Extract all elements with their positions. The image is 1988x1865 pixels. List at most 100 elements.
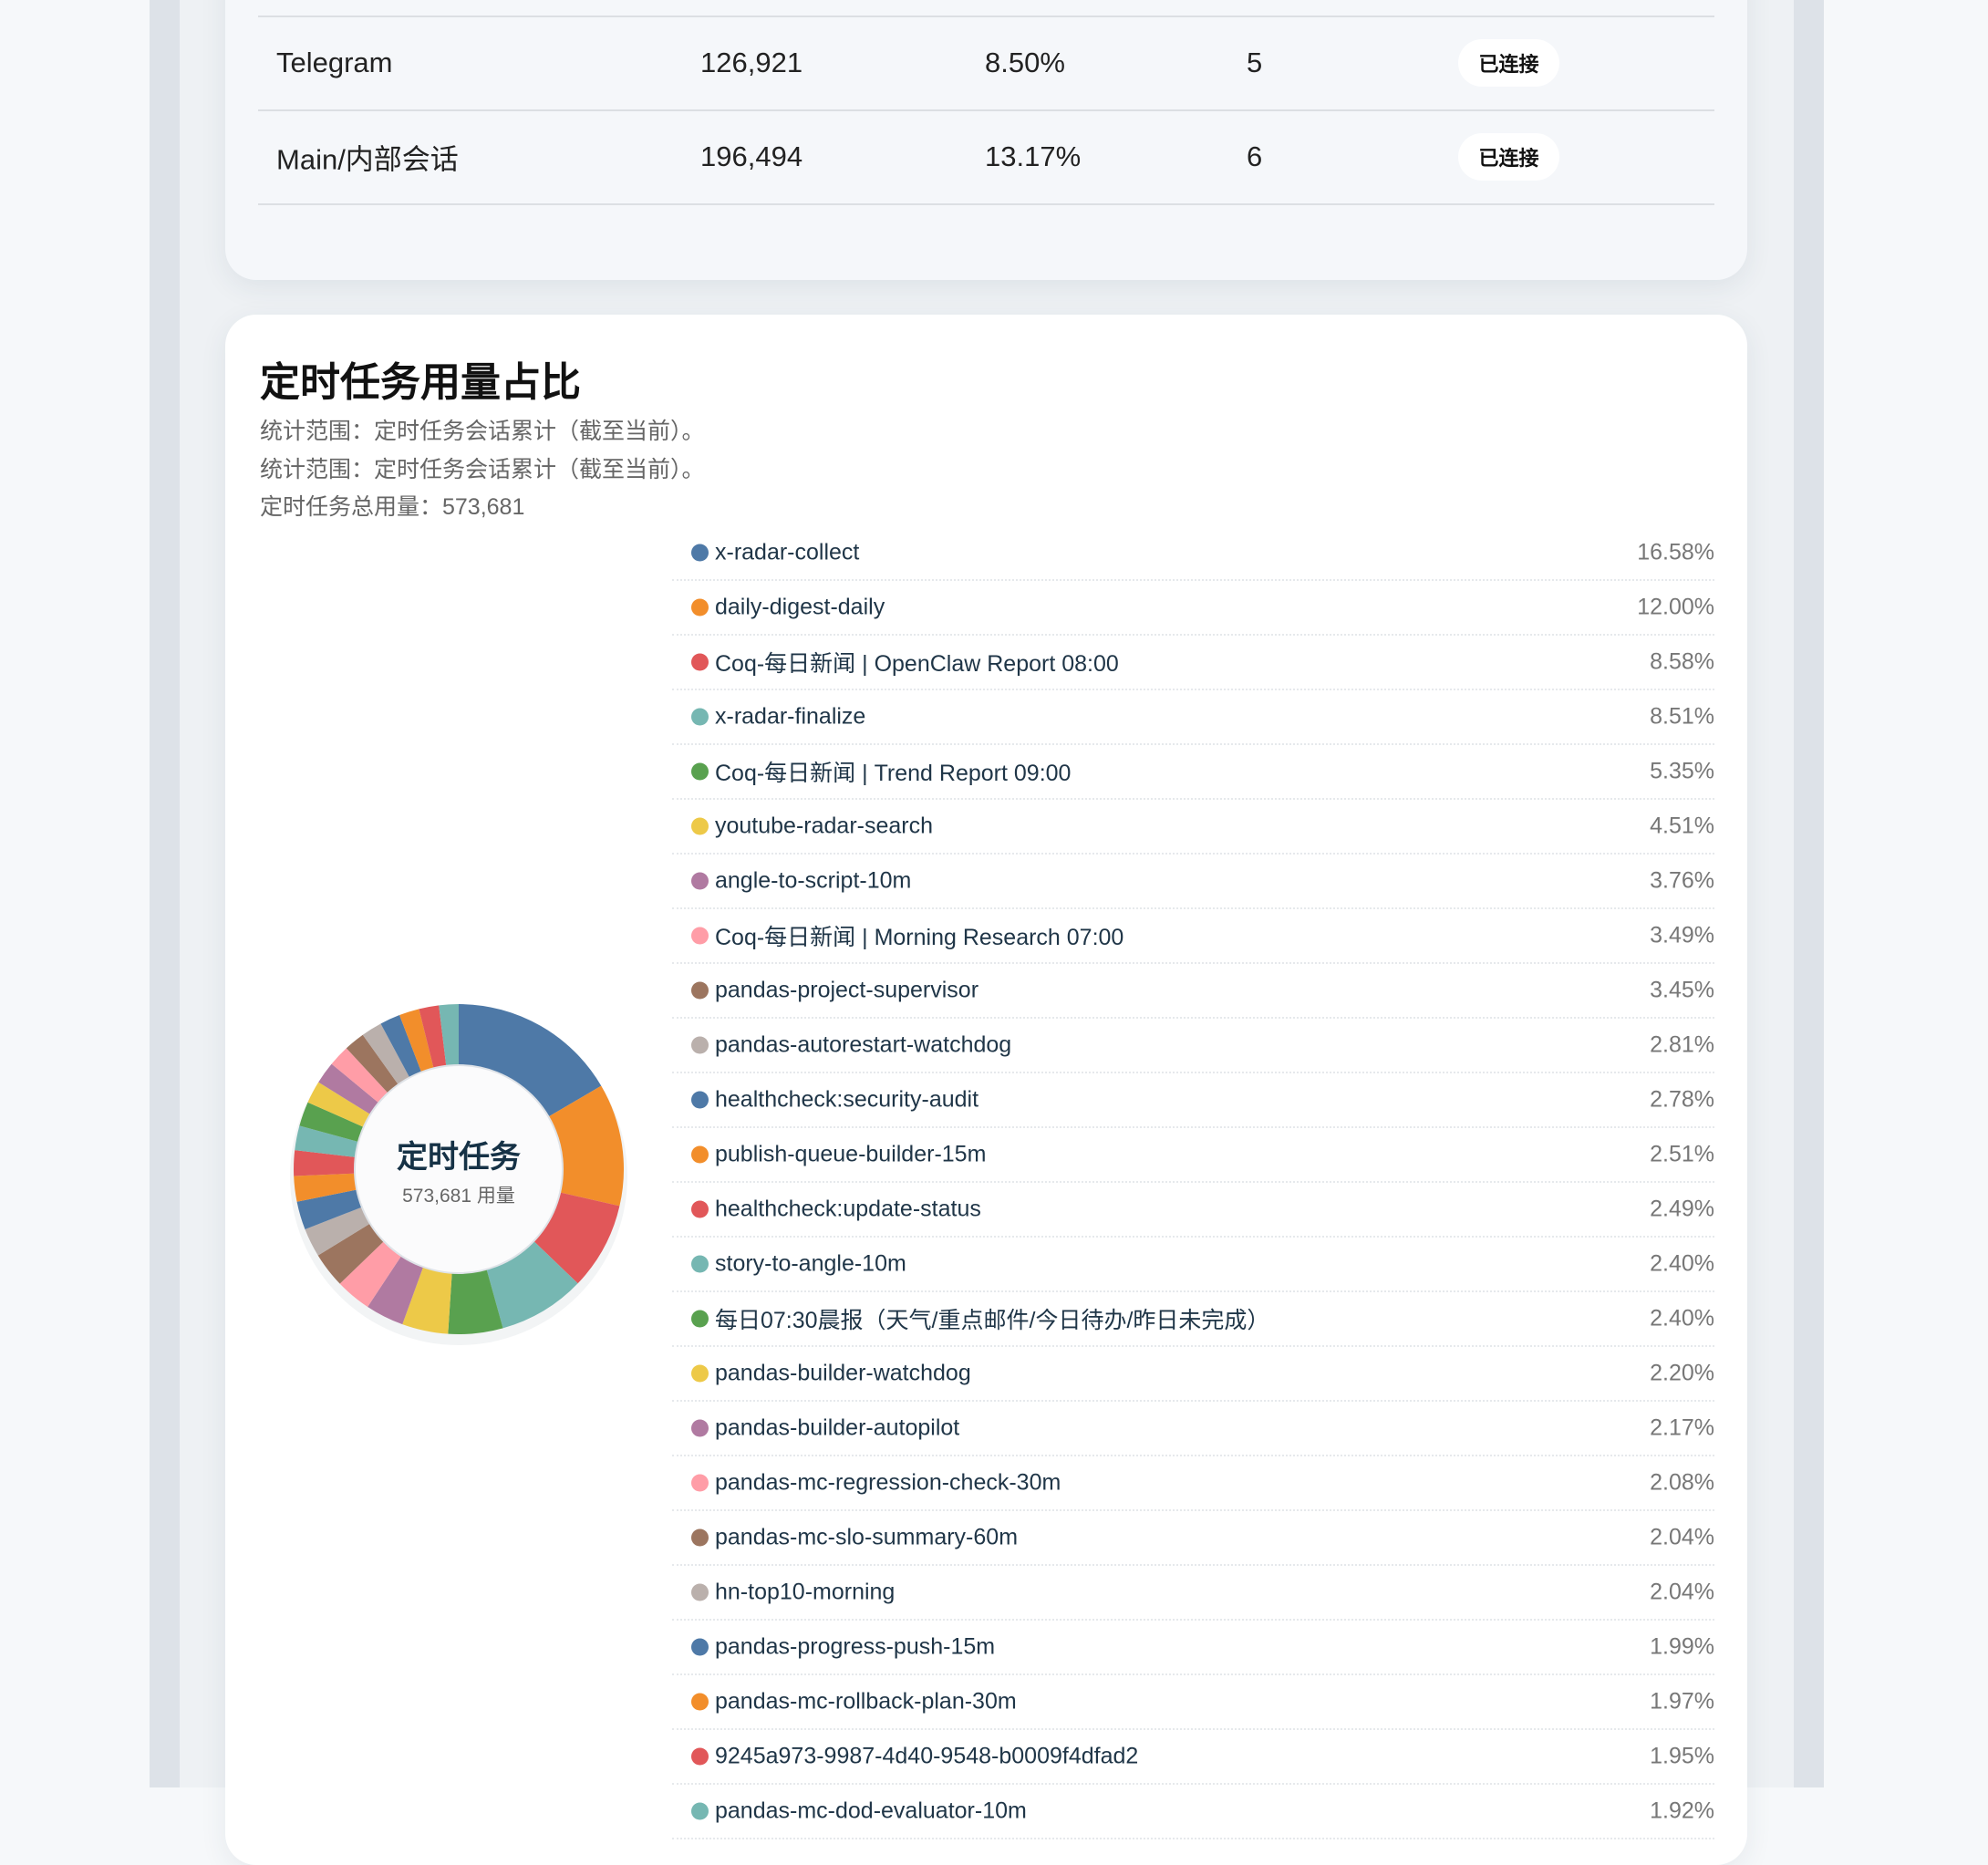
legend-item: pandas-mc-dod-evaluator-10m 1.92%	[672, 1785, 1714, 1839]
legend-item: pandas-mc-slo-summary-60m 2.04%	[672, 1511, 1714, 1566]
legend-percent: 2.40%	[1650, 1305, 1714, 1331]
donut-slice	[419, 1005, 447, 1069]
scope-text: 统计范围：定时任务会话累计（截至当前）。	[260, 457, 705, 482]
donut-slice	[331, 1048, 388, 1103]
legend-percent: 3.76%	[1650, 867, 1714, 894]
table-row: Telegram 126,921 8.50% 5 已连接	[258, 16, 1714, 111]
legend-percent: 3.45%	[1650, 977, 1714, 1003]
legend-color-dot	[691, 927, 709, 945]
legend-percent: 1.95%	[1650, 1743, 1714, 1769]
legend-label: pandas-mc-regression-check-30m	[715, 1469, 1061, 1496]
session-count: 6	[1247, 140, 1263, 172]
legend-item: 9245a973-9987-4d40-9548-b0009f4dfad2 1.95…	[672, 1730, 1714, 1785]
donut-slice	[294, 1173, 357, 1202]
legend-color-dot	[691, 1583, 709, 1601]
legend-color-dot	[691, 1528, 709, 1547]
donut-chart: 定时任务 573,681 用量	[290, 1004, 627, 1345]
legend-color-dot	[691, 1802, 709, 1820]
channels-card: Discord458,43830.72%10已连接 Telegram 126,921…	[225, 0, 1747, 280]
session-count: 5	[1247, 47, 1263, 78]
donut-slice	[339, 1241, 402, 1307]
legend-color-dot	[691, 981, 709, 1000]
legend-percent: 16.58%	[1637, 539, 1714, 565]
legend-label: publish-queue-builder-15m	[715, 1141, 987, 1167]
legend-item: 每日07:30晨报（天气/重点邮件/今日待办/昨日未完成） 2.40%	[672, 1292, 1714, 1347]
legend-item: x-radar-collect 16.58%	[672, 526, 1714, 581]
share-percent: 13.17%	[985, 140, 1082, 172]
donut-slice	[296, 1189, 362, 1230]
donut-slice	[548, 1085, 624, 1207]
status-badge: 已连接	[1458, 133, 1559, 181]
donut-slice	[533, 1192, 620, 1284]
legend-color-dot	[691, 1310, 709, 1328]
legend-label: pandas-builder-autopilot	[715, 1414, 960, 1441]
legend-label: healthcheck:security-audit	[715, 1086, 979, 1113]
legend-item: pandas-progress-push-15m 1.99%	[672, 1621, 1714, 1675]
donut-slice	[317, 1223, 384, 1284]
legend-color-dot	[691, 708, 709, 726]
legend-label: Coq-每日新闻 | OpenClaw Report 08:00	[715, 651, 1119, 677]
legend-percent: 2.17%	[1650, 1414, 1714, 1441]
table-row: Main/内部会话 196,494 13.17% 6 已连接	[258, 110, 1714, 205]
legend-percent: 2.04%	[1650, 1524, 1714, 1550]
legend-percent: 5.35%	[1650, 758, 1714, 784]
status-badge: 已连接	[1458, 39, 1559, 87]
legend-percent: 1.97%	[1650, 1688, 1714, 1715]
legend-color-dot	[691, 1474, 709, 1492]
donut-slice	[295, 1125, 359, 1157]
legend-percent: 2.20%	[1650, 1360, 1714, 1386]
legend-percent: 4.51%	[1650, 813, 1714, 839]
legend-item: Coq-每日新闻 | OpenClaw Report 08:00 8.58%	[672, 636, 1714, 690]
legend-label: healthcheck:update-status	[715, 1196, 981, 1222]
chart-legend: x-radar-collect 16.58% daily-digest-daily 1…	[672, 526, 1714, 1839]
legend-color-dot	[691, 1638, 709, 1656]
legend-label: Coq-每日新闻 | Trend Report 09:00	[715, 761, 1072, 786]
legend-color-dot	[691, 1091, 709, 1109]
donut-slice	[307, 1082, 371, 1127]
legend-percent: 2.04%	[1650, 1579, 1714, 1605]
legend-color-dot	[691, 817, 709, 835]
donut-center-subtitle: 573,681 用量	[402, 1186, 515, 1207]
legend-label: pandas-mc-rollback-plan-30m	[715, 1688, 1017, 1715]
legend-color-dot	[691, 598, 709, 616]
legend-item: healthcheck:security-audit 2.78%	[672, 1073, 1714, 1128]
legend-color-dot	[691, 1747, 709, 1766]
legend-label: x-radar-finalize	[715, 703, 866, 730]
legend-color-dot	[691, 1200, 709, 1218]
table-row: Discord458,43830.72%10已连接	[258, 0, 1714, 17]
card-title: 定时任务用量占比	[260, 360, 581, 405]
legend-percent: 1.92%	[1650, 1798, 1714, 1824]
legend-color-dot	[691, 544, 709, 562]
legend-item: hn-top10-morning 2.04%	[672, 1566, 1714, 1621]
legend-label: 每日07:30晨报（天气/重点邮件/今日待办/昨日未完成）	[715, 1308, 1270, 1333]
legend-color-dot	[691, 1255, 709, 1273]
legend-color-dot	[691, 762, 709, 781]
legend-item: pandas-project-supervisor 3.45%	[672, 964, 1714, 1019]
share-percent: 8.50%	[985, 47, 1065, 78]
legend-label: pandas-progress-push-15m	[715, 1633, 996, 1660]
legend-label: pandas-builder-watchdog	[715, 1360, 971, 1386]
channel-name: Main/内部会话	[276, 143, 459, 176]
donut-slice	[362, 1023, 410, 1085]
token-count: 126,921	[700, 47, 803, 78]
legend-color-dot	[691, 1419, 709, 1437]
donut-slice	[399, 1009, 434, 1072]
legend-item: pandas-mc-rollback-plan-30m 1.97%	[672, 1675, 1714, 1730]
donut-slice	[402, 1267, 452, 1334]
legend-color-dot	[691, 1364, 709, 1383]
donut-slice	[305, 1207, 370, 1256]
token-count: 196,494	[700, 140, 803, 172]
legend-item: Coq-每日新闻 | Morning Research 07:00 3.49%	[672, 909, 1714, 964]
donut-slice	[380, 1015, 422, 1078]
legend-item: pandas-mc-regression-check-30m 2.08%	[672, 1456, 1714, 1511]
legend-label: hn-top10-morning	[715, 1579, 896, 1605]
legend-item: pandas-builder-autopilot 2.17%	[672, 1402, 1714, 1456]
legend-percent: 8.51%	[1650, 703, 1714, 730]
legend-percent: 2.51%	[1650, 1141, 1714, 1167]
donut-slice	[368, 1256, 424, 1325]
legend-label: Coq-每日新闻 | Morning Research 07:00	[715, 925, 1124, 950]
legend-percent: 2.08%	[1650, 1469, 1714, 1496]
donut-slice	[346, 1034, 399, 1093]
donut-slice	[459, 1004, 602, 1117]
legend-label: pandas-project-supervisor	[715, 977, 979, 1003]
